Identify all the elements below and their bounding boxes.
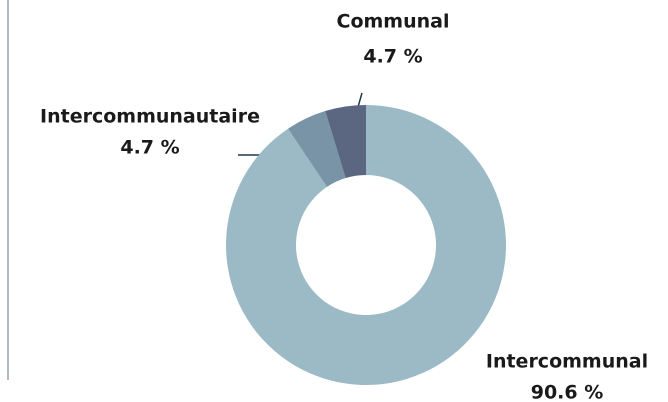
- value-label: 90.6 %: [531, 382, 604, 402]
- value-label: 4.7 %: [120, 137, 179, 159]
- segment-label: Communal: [337, 11, 450, 33]
- donut-segment: [325, 105, 366, 179]
- donut-segment: [226, 105, 507, 386]
- segment-label: Intercommunal: [486, 351, 648, 373]
- segment-label: Intercommunautaire: [40, 106, 260, 128]
- donut-segment: [288, 111, 346, 187]
- value-label: 4.7 %: [363, 46, 422, 68]
